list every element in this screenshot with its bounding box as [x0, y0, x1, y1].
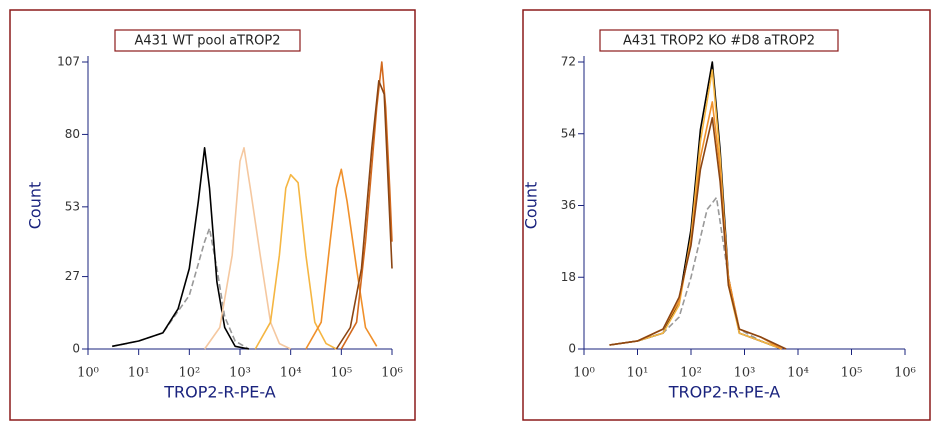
- x-axis-label: TROP2-R-PE-A: [163, 383, 276, 402]
- histogram-curve: [609, 117, 787, 350]
- y-tick-label: 80: [65, 127, 80, 141]
- histogram-curve: [609, 69, 783, 350]
- y-tick-label: 53: [65, 199, 80, 213]
- histogram-curve: [340, 61, 393, 350]
- histogram-curve: [305, 168, 378, 350]
- histogram-curve: [254, 173, 337, 350]
- x-tick-label: 10²: [178, 366, 200, 381]
- chart-panel: 0 18 36 54 72 10⁰ 10¹ 10² 10³ 10⁴ 10⁵ 10⁶ A431 TROP2…: [522, 9, 931, 421]
- x-tick-label: 10⁶: [381, 366, 403, 381]
- x-axis-label: TROP2-R-PE-A: [668, 383, 781, 402]
- x-tick-label: 10¹: [128, 366, 150, 381]
- x-tick-label: 10²: [680, 366, 702, 381]
- y-tick-label: 72: [561, 55, 576, 69]
- title-box: [599, 29, 839, 52]
- x-tick-label: 10³: [734, 366, 756, 381]
- y-tick-label: 27: [65, 269, 80, 283]
- histogram-curve: [112, 147, 250, 350]
- histogram-curve: [335, 80, 393, 350]
- y-tick-label: 0: [72, 342, 80, 356]
- y-tick-label: 36: [561, 198, 576, 212]
- histogram-curve: [203, 147, 292, 350]
- x-tick-label: 10⁵: [841, 366, 863, 381]
- y-axis-label: Count: [522, 182, 541, 230]
- histogram-curve: [112, 227, 250, 350]
- panel-frame: [9, 9, 416, 421]
- histogram-curve: [609, 196, 783, 350]
- x-tick-label: 10¹: [627, 366, 649, 381]
- y-tick-label: 54: [561, 126, 576, 140]
- chart-title: A431 WT pool aTROP2: [135, 34, 281, 49]
- x-tick-label: 10⁰: [573, 366, 595, 381]
- title-box: [114, 29, 301, 52]
- chart-panel: 0 27 53 80 107 10⁰ 10¹ 10² 10³ 10⁴ 10⁵ 10⁶ A431 WT p…: [9, 9, 416, 421]
- y-tick-label: 0: [568, 342, 576, 356]
- x-tick-label: 10³: [229, 366, 251, 381]
- chart-title: A431 TROP2 KO #D8 aTROP2: [623, 34, 815, 49]
- x-tick-label: 10⁵: [330, 366, 352, 381]
- y-tick-label: 18: [561, 270, 576, 284]
- x-tick-label: 10⁴: [280, 366, 302, 381]
- y-tick-label: 107: [57, 55, 80, 69]
- x-tick-label: 10⁶: [894, 366, 916, 381]
- x-tick-label: 10⁴: [787, 366, 809, 381]
- panel-frame: [522, 9, 931, 421]
- y-axis-label: Count: [26, 182, 45, 230]
- x-tick-label: 10⁰: [77, 366, 99, 381]
- histogram-curve: [609, 101, 783, 350]
